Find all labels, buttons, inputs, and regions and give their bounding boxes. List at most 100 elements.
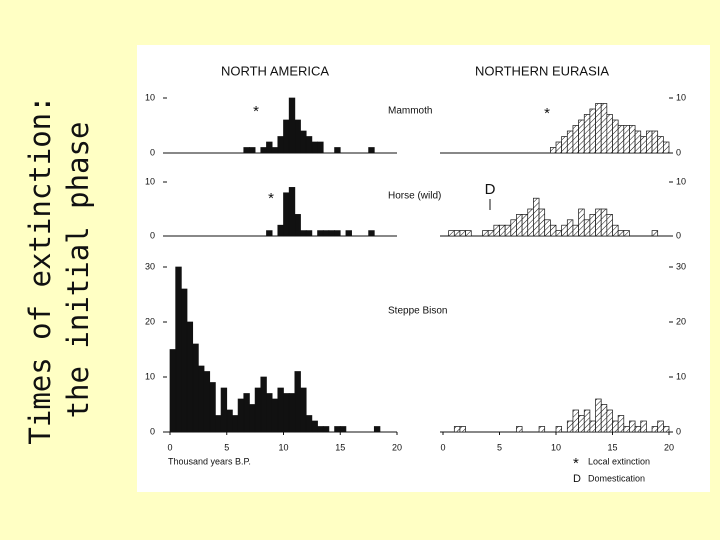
bar (499, 224, 506, 237)
bar (334, 230, 341, 237)
x-tick-label: 0 (440, 442, 445, 452)
title-line: Times of extinction: (23, 95, 57, 444)
bar (606, 114, 613, 154)
bar (249, 147, 256, 154)
bar (277, 136, 284, 154)
legend-symbol: * (573, 455, 579, 472)
bar (181, 288, 188, 433)
bar (328, 230, 335, 237)
bar (566, 130, 574, 154)
bar (243, 147, 250, 154)
bar (294, 119, 301, 154)
bar (617, 125, 625, 154)
bar (294, 214, 301, 237)
bar (662, 141, 670, 154)
bar (595, 398, 602, 433)
bar (322, 230, 330, 237)
bar (527, 208, 534, 237)
bar (583, 219, 591, 237)
bar (504, 224, 512, 237)
y-tick-label: 20 (676, 316, 686, 326)
bar (521, 214, 529, 237)
bar (634, 426, 642, 433)
bar (617, 230, 625, 237)
bar (249, 404, 256, 433)
bar (334, 426, 341, 433)
bar (300, 387, 307, 433)
bar (578, 415, 585, 433)
y-tick-label: 30 (145, 261, 155, 271)
bar (260, 376, 267, 433)
bar (646, 130, 653, 154)
bar (572, 125, 579, 154)
y-tick-label: 30 (676, 261, 686, 271)
x-tick-label: 10 (551, 442, 561, 452)
bar (300, 230, 307, 237)
bar (203, 371, 211, 433)
bar (589, 108, 596, 154)
x-tick-label: 20 (664, 442, 674, 452)
x-tick-label: 0 (167, 442, 172, 452)
title-line: the initial phase (61, 122, 95, 419)
bar (583, 114, 591, 154)
bar (561, 224, 568, 237)
bar (373, 426, 381, 433)
bar (266, 393, 273, 433)
species-label: Mammoth (388, 106, 432, 117)
bar (606, 409, 613, 433)
bar (277, 224, 284, 237)
bar (215, 415, 222, 433)
bar (368, 147, 375, 154)
bar (277, 387, 284, 433)
bar (612, 420, 619, 433)
bar (572, 224, 579, 237)
species-label: Steppe Bison (388, 306, 448, 317)
bar (305, 230, 313, 237)
annotation: * (268, 190, 274, 207)
bar (271, 398, 279, 433)
bar (662, 426, 670, 433)
bar (266, 141, 273, 154)
bar (482, 230, 489, 237)
bar (589, 214, 596, 237)
bar (311, 141, 318, 154)
bar (589, 420, 596, 433)
species-label: Horse (wild) (388, 191, 441, 202)
x-tick-label: 15 (607, 442, 617, 452)
bar (339, 426, 347, 433)
y-tick-label: 0 (150, 147, 155, 157)
bar (516, 214, 523, 237)
region-title: NORTHERN EURASIA (475, 63, 609, 78)
bar (612, 224, 619, 237)
bar (305, 136, 313, 154)
bar (317, 141, 324, 154)
bar (623, 230, 630, 237)
bar (555, 426, 563, 433)
bar (288, 187, 296, 237)
y-tick-label: 10 (676, 176, 686, 186)
bar (561, 136, 568, 154)
bar (448, 230, 455, 237)
bar (583, 409, 591, 433)
bar (345, 230, 352, 237)
bar (634, 130, 642, 154)
y-tick-label: 0 (676, 426, 681, 436)
annotation: D (485, 181, 496, 198)
bar (544, 219, 551, 237)
bar (459, 426, 466, 433)
bar (294, 371, 301, 433)
bar (237, 398, 245, 433)
y-tick-label: 10 (145, 176, 155, 186)
bar (651, 230, 659, 237)
bar (629, 420, 636, 433)
bar (612, 119, 619, 154)
bar (453, 426, 461, 433)
bar (317, 230, 324, 237)
bar (623, 426, 630, 433)
bar (300, 130, 307, 154)
y-tick-label: 10 (676, 371, 686, 381)
bar (657, 136, 664, 154)
bar (260, 147, 267, 154)
bar (192, 343, 199, 433)
bar (266, 230, 273, 237)
